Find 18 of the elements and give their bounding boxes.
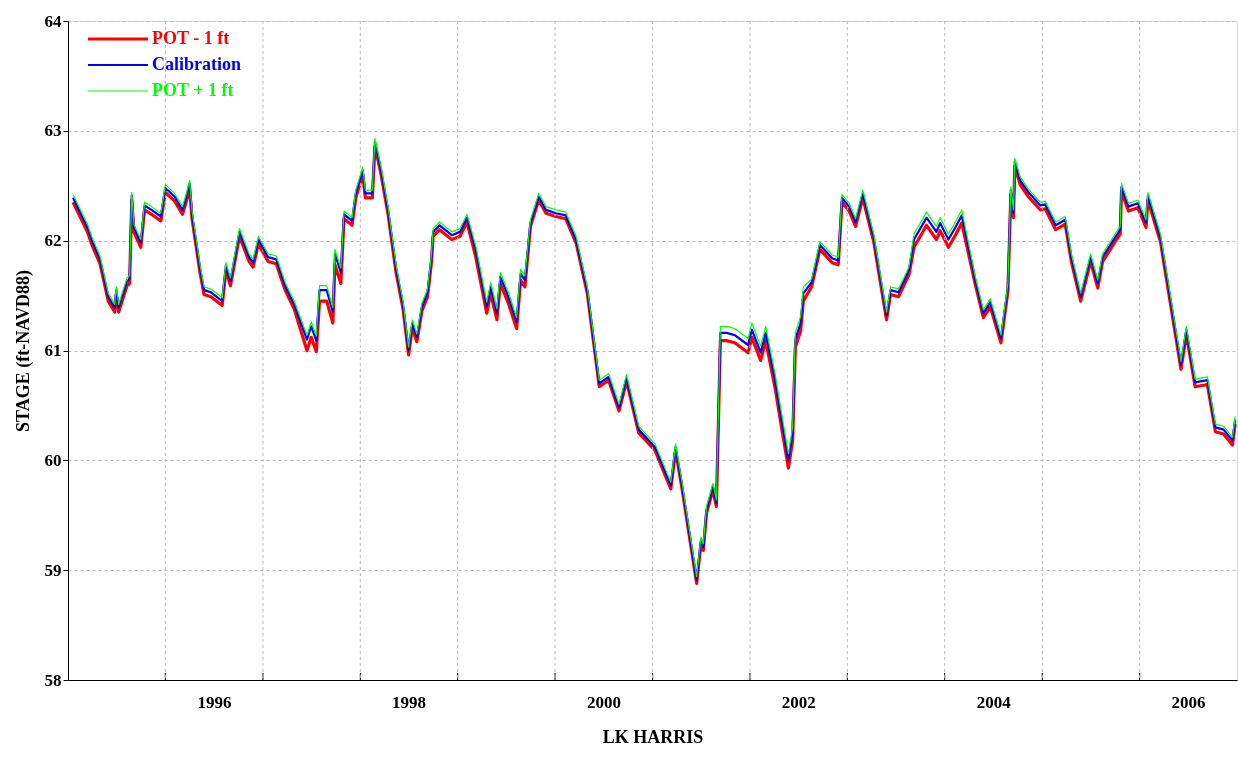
x-tick-label: 1998 <box>392 692 427 712</box>
legend-label: POT - 1 ft <box>152 28 230 48</box>
y-tick-label: 59 <box>44 560 62 580</box>
x-tick-label: 2006 <box>1171 692 1206 712</box>
y-axis-title: STAGE (ft-NAVD88) <box>12 270 34 432</box>
legend-label: POT + 1 ft <box>152 80 234 100</box>
y-tick-label: 63 <box>44 121 62 141</box>
y-tick-label: 61 <box>44 341 62 360</box>
y-tick-label: 60 <box>44 450 62 470</box>
y-tick-label: 58 <box>44 670 62 690</box>
y-tick-label: 64 <box>44 11 62 31</box>
x-tick-label: 2000 <box>587 692 622 712</box>
x-axis-title: LK HARRIS <box>602 726 704 747</box>
x-tick-label: 2002 <box>781 692 816 712</box>
x-tick-label: 2004 <box>976 692 1012 712</box>
y-tick-label: 62 <box>44 231 62 251</box>
legend-label: Calibration <box>152 54 242 74</box>
x-tick-label: 1996 <box>197 692 232 712</box>
